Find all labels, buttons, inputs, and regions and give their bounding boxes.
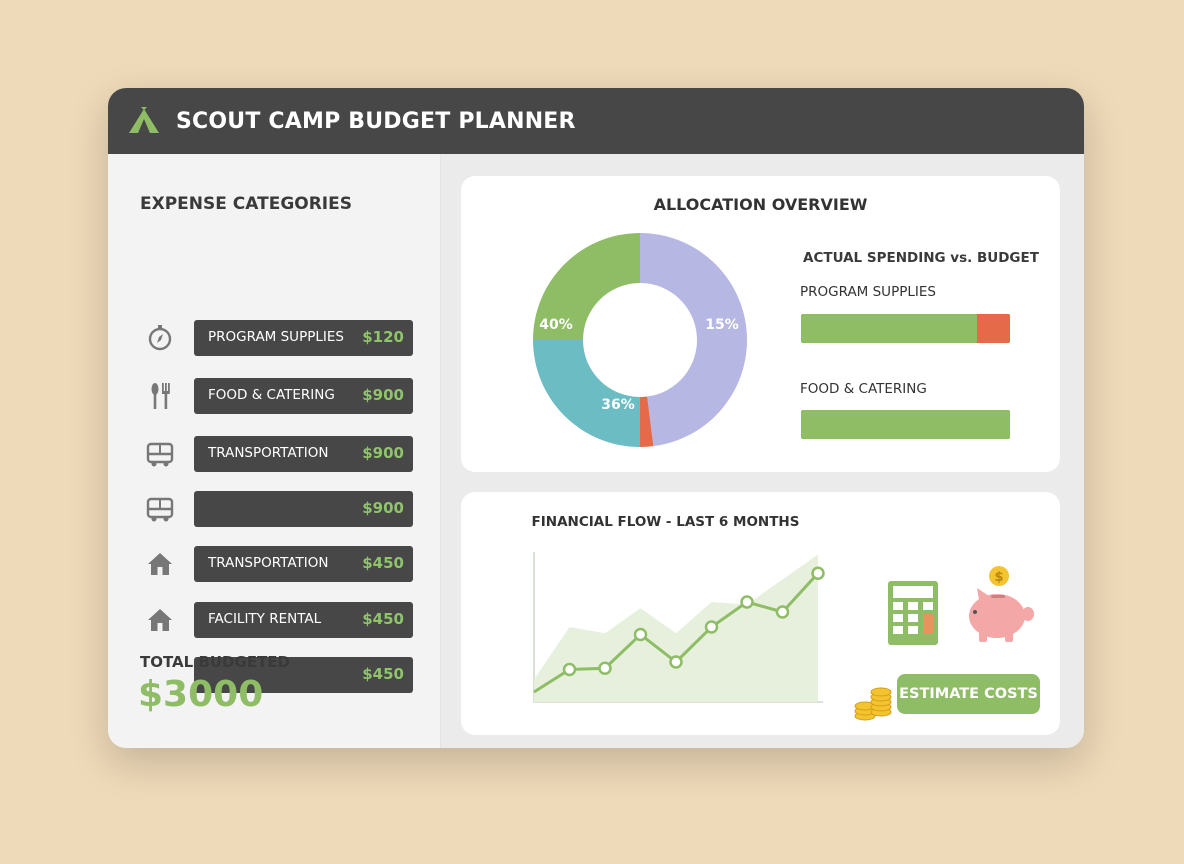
category-program-supplies[interactable]: PROGRAM SUPPLIES $120 [194, 320, 413, 356]
category-amount: $450 [362, 554, 404, 572]
budget-fill [801, 314, 977, 343]
category-amount: $900 [362, 386, 404, 404]
donut-slice-label: 15% [705, 317, 739, 333]
category-row: FOOD & CATERING $900 [108, 376, 441, 416]
financial-flow-card: FINANCIAL FLOW - LAST 6 MONTHS $ [461, 492, 1060, 735]
category-facility-rental[interactable]: FACILITY RENTAL $450 [194, 602, 413, 638]
category-unnamed-2[interactable]: $450 [194, 657, 413, 693]
bar-label-program-supplies: PROGRAM SUPPLIES [800, 284, 936, 300]
category-row: FACILITY RENTAL $450 [108, 600, 441, 640]
bus-icon [146, 442, 174, 467]
category-row: $450 [108, 655, 441, 695]
calculator-icon [888, 581, 938, 645]
donut-slice-label: 40% [539, 317, 573, 333]
category-transportation-2[interactable]: TRANSPORTATION $450 [194, 546, 413, 582]
chart-point [704, 620, 719, 634]
program-supplies-bar [801, 314, 1010, 343]
chart-point [598, 661, 612, 675]
allocation-donut-chart: 15% 36% 40% [533, 233, 748, 447]
category-label: FACILITY RENTAL [208, 611, 322, 627]
total-budgeted-label: TOTAL BUDGETED [140, 653, 290, 671]
allocation-overview-card: ALLOCATION OVERVIEW 15% 36% 40% ACTUAL SPE… [461, 176, 1060, 472]
fork-knife-icon [151, 383, 170, 409]
category-amount: $900 [362, 499, 404, 517]
chart-point [562, 662, 577, 677]
title-bar: SCOUT CAMP BUDGET PLANNER [108, 88, 1084, 154]
sidebar: EXPENSE CATEGORIES PROGRAM SUPPLIES $120 [108, 154, 441, 748]
category-row: $900 [108, 489, 441, 529]
category-amount: $450 [362, 610, 404, 628]
expense-categories-title: EXPENSE CATEGORIES [140, 194, 352, 214]
chart-area [534, 554, 818, 702]
category-label: TRANSPORTATION [208, 555, 329, 571]
estimate-costs-button[interactable]: ESTIMATE COSTS [897, 674, 1040, 714]
donut-slice [640, 233, 748, 447]
overspend-fill [976, 314, 1010, 343]
donut-slice [533, 340, 640, 447]
category-unnamed[interactable]: $900 [194, 491, 413, 527]
category-label: PROGRAM SUPPLIES [208, 329, 344, 345]
actual-vs-budget-title: ACTUAL SPENDING vs. BUDGET [803, 250, 1039, 266]
chart-point [633, 627, 648, 642]
donut-slice [640, 396, 654, 447]
bus-icon [146, 497, 174, 522]
category-label: TRANSPORTATION [208, 445, 329, 461]
category-amount: $120 [362, 328, 404, 346]
food-catering-bar [801, 410, 1010, 439]
coins-icon [854, 687, 892, 721]
total-budgeted-value: $3000 [138, 674, 264, 715]
category-row: PROGRAM SUPPLIES $120 [108, 318, 441, 358]
category-amount: $900 [362, 444, 404, 462]
compass-icon [148, 325, 172, 351]
allocation-overview-title: ALLOCATION OVERVIEW [653, 195, 868, 214]
chart-point [669, 655, 683, 669]
piggy-bank-icon: $ [969, 566, 1034, 642]
category-food-catering[interactable]: FOOD & CATERING $900 [194, 378, 413, 414]
category-amount: $450 [362, 665, 404, 683]
budget-fill [801, 410, 1010, 439]
category-label: FOOD & CATERING [208, 387, 335, 403]
bar-label-food-catering: FOOD & CATERING [800, 381, 927, 397]
financial-flow-title: FINANCIAL FLOW - LAST 6 MONTHS [531, 514, 800, 530]
chart-point [740, 595, 754, 609]
svg-text:$: $ [994, 570, 1003, 585]
category-transportation[interactable]: TRANSPORTATION $900 [194, 436, 413, 472]
category-row: TRANSPORTATION $450 [108, 544, 441, 584]
donut-slice [533, 233, 640, 340]
chart-point [811, 566, 825, 580]
financial-flow-line-chart [533, 552, 825, 703]
chart-point [775, 605, 790, 619]
category-row: TRANSPORTATION $900 [108, 434, 441, 474]
tent-icon [129, 107, 159, 133]
donut-slice-label: 36% [601, 397, 635, 413]
app-title: SCOUT CAMP BUDGET PLANNER [176, 108, 576, 134]
house-icon [148, 609, 172, 631]
house-icon [148, 553, 172, 575]
